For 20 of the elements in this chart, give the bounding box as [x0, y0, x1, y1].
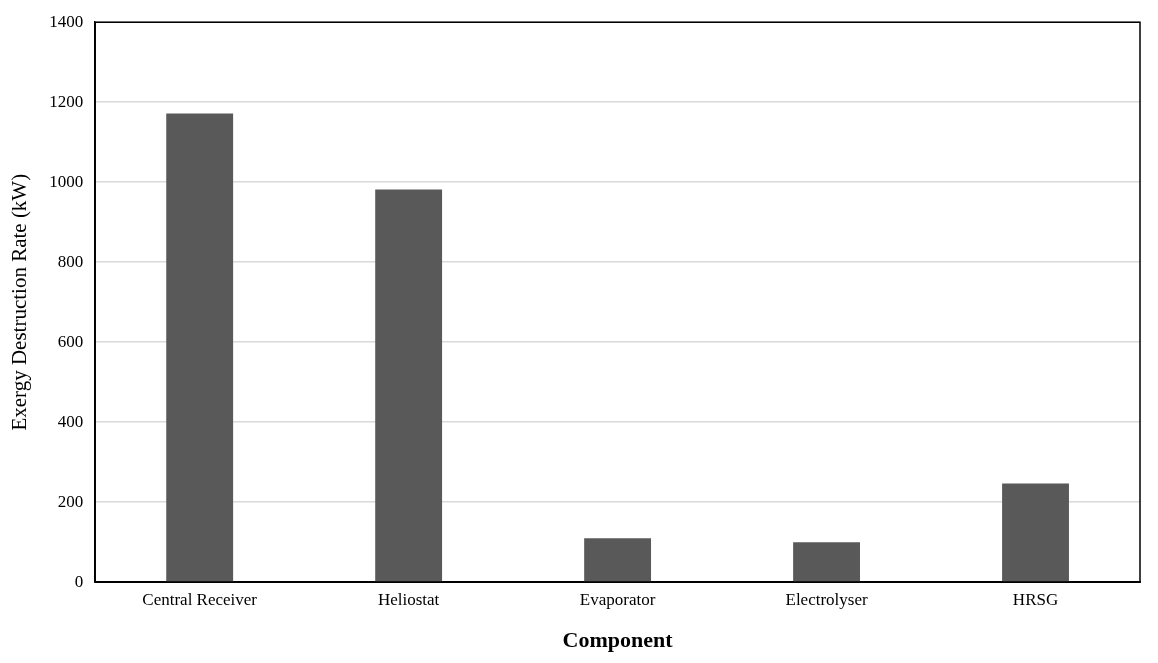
x-axis-title: Component: [562, 627, 674, 653]
y-tick-label: 1000: [49, 171, 84, 191]
bar: [166, 113, 234, 582]
x-tick-label: HRSG: [1012, 589, 1059, 609]
bar: [375, 189, 443, 582]
x-tick-label: Central Receiver: [142, 589, 258, 609]
y-tick-label: 200: [57, 491, 84, 511]
y-tick-label: 0: [74, 571, 84, 591]
y-tick-label: 800: [57, 251, 84, 271]
y-tick-label: 400: [57, 411, 84, 431]
y-tick-label: 1200: [49, 91, 84, 111]
bar: [1002, 483, 1069, 582]
y-axis-title: Exergy Destruction Rate (kW): [7, 173, 32, 431]
y-tick-label: 600: [57, 331, 84, 351]
bar: [584, 538, 652, 582]
x-tick-label: Evaporator: [579, 589, 656, 609]
x-tick-label: Heliostat: [377, 589, 440, 609]
bar: [793, 542, 860, 582]
x-tick-label: Electrolyser: [785, 589, 868, 609]
y-tick-label: 1400: [49, 11, 84, 31]
